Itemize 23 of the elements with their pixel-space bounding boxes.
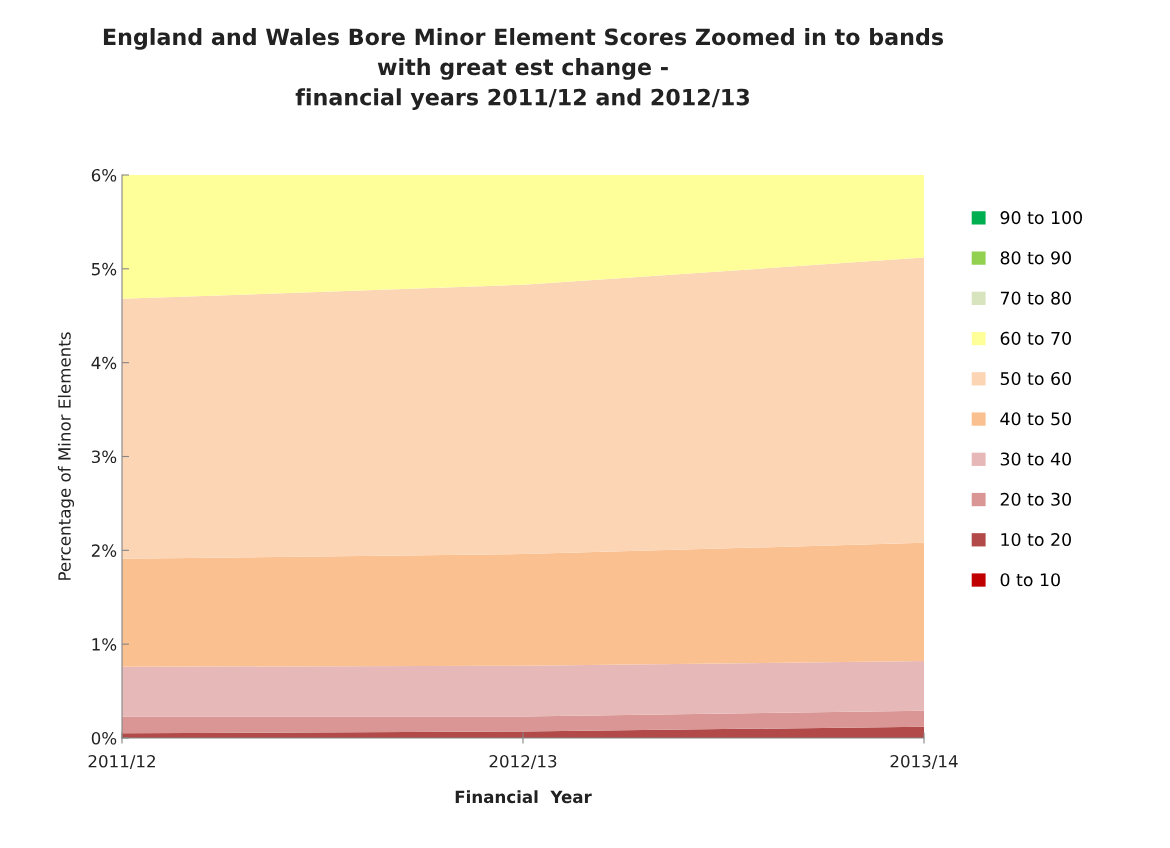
- legend-label: 40 to 50: [1000, 412, 1071, 426]
- legend-label: 70 to 80: [1000, 291, 1071, 305]
- legend-label: 30 to 40: [1000, 452, 1071, 466]
- chart-title: England and Wales Bore Minor Element Scores Zoomed in to bands with great est change - financial years 2011/12 and 2012/13: [103, 28, 944, 110]
- y-tick-label: 5%: [91, 262, 117, 276]
- legend-label: 80 to 90: [1000, 251, 1071, 265]
- legend-label: 50 to 60: [1000, 371, 1071, 386]
- y-tick-label: 4%: [91, 356, 117, 370]
- legend-label: 10 to 20: [1001, 532, 1071, 547]
- x-tick-label: 2012/13: [489, 754, 557, 769]
- y-axis-title: Percentage of Minor Elements: [57, 332, 75, 580]
- legend-label: 90 to 100: [1000, 211, 1083, 225]
- x-axis-title: Financial Year: [455, 790, 592, 804]
- legend-label: 0 to 10: [1000, 573, 1060, 587]
- y-tick-label: 2%: [91, 544, 117, 557]
- x-tick-label: 2011/12: [88, 754, 155, 769]
- y-tick-label: 6%: [91, 168, 117, 182]
- legend-label: 60 to 70: [1000, 331, 1071, 345]
- x-tick-label: 2013/14: [890, 754, 958, 769]
- y-tick-label: 0%: [91, 731, 117, 745]
- y-tick-label: 1%: [92, 638, 117, 651]
- legend-label: 20 to 30: [1000, 492, 1071, 506]
- y-tick-label: 3%: [91, 450, 117, 464]
